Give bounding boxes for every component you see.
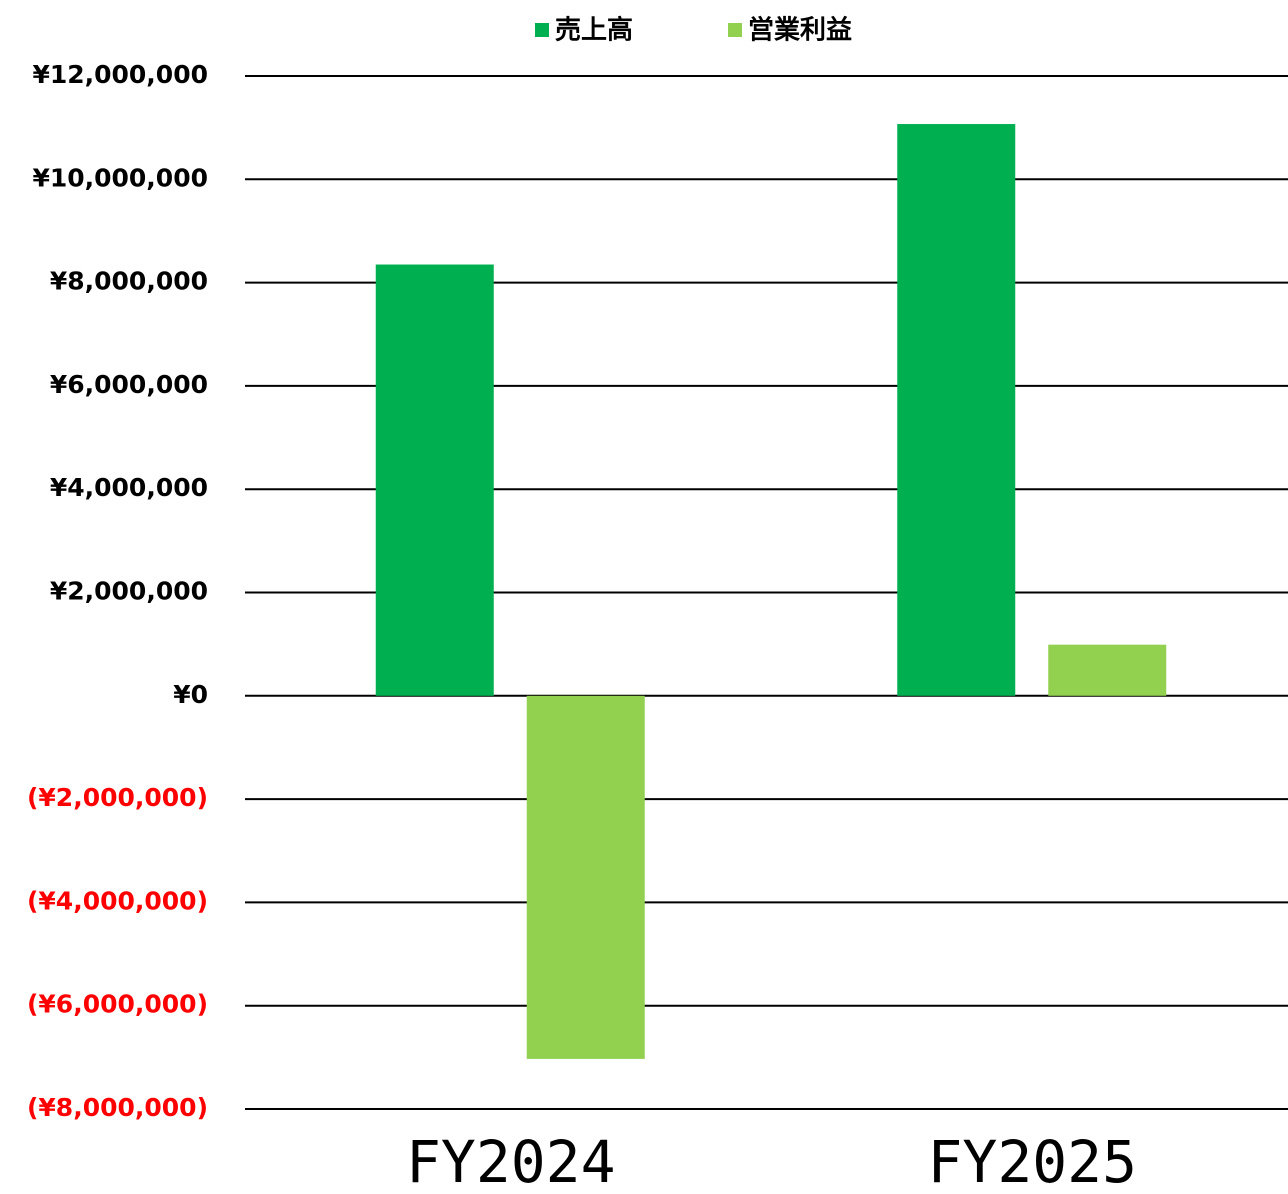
- y-tick-label: (¥6,000,000): [27, 990, 208, 1019]
- bar: [1048, 644, 1167, 696]
- y-tick-label: (¥8,000,000): [27, 1093, 208, 1122]
- legend-label: 売上高: [555, 15, 633, 46]
- x-tick-label: FY2024: [406, 1128, 616, 1194]
- bar: [897, 124, 1016, 696]
- y-tick-label: ¥4,000,000: [50, 473, 208, 502]
- legend-swatch: [728, 23, 742, 37]
- y-tick-label: (¥4,000,000): [27, 886, 208, 915]
- y-tick-label: (¥2,000,000): [27, 783, 208, 812]
- y-tick-label: ¥12,000,000: [32, 60, 208, 89]
- y-tick-label: ¥0: [173, 680, 208, 709]
- bar: [526, 695, 645, 1059]
- y-tick-label: ¥2,000,000: [50, 577, 208, 606]
- x-tick-label: FY2025: [927, 1128, 1137, 1194]
- y-tick-label: ¥6,000,000: [50, 370, 208, 399]
- legend-swatch: [535, 23, 549, 37]
- bar: [375, 264, 494, 696]
- y-tick-label: ¥10,000,000: [32, 163, 208, 192]
- legend-label: 営業利益: [748, 16, 852, 46]
- y-tick-label: ¥8,000,000: [50, 267, 208, 296]
